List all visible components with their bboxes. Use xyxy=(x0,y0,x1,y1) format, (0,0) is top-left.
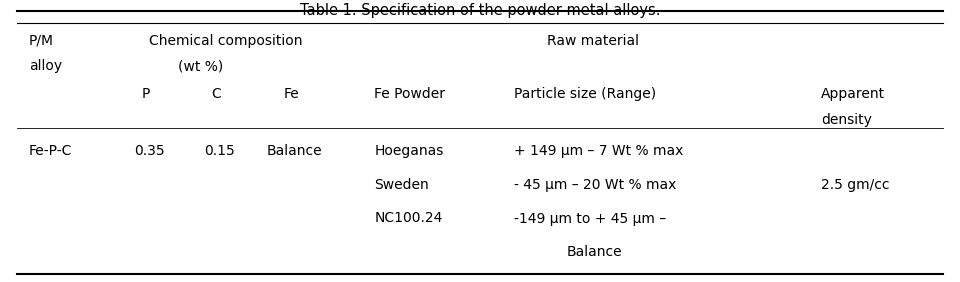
Text: Fe-P-C: Fe-P-C xyxy=(29,144,72,158)
Text: 0.15: 0.15 xyxy=(204,144,235,158)
Text: alloy: alloy xyxy=(29,59,62,73)
Text: 0.35: 0.35 xyxy=(134,144,165,158)
Text: Hoeganas: Hoeganas xyxy=(374,144,444,158)
Text: - 45 μm – 20 Wt % max: - 45 μm – 20 Wt % max xyxy=(514,178,676,192)
Text: Fe: Fe xyxy=(283,87,299,102)
Text: Table 1. Specification of the powder metal alloys.: Table 1. Specification of the powder met… xyxy=(300,3,660,18)
Text: Sweden: Sweden xyxy=(374,178,429,192)
Text: Particle size (Range): Particle size (Range) xyxy=(514,87,656,102)
Text: density: density xyxy=(821,113,872,127)
Text: 2.5 gm/cc: 2.5 gm/cc xyxy=(821,178,889,192)
Text: Chemical composition: Chemical composition xyxy=(149,34,302,48)
Text: P/M: P/M xyxy=(29,34,54,48)
Text: Apparent: Apparent xyxy=(821,87,885,102)
Text: + 149 μm – 7 Wt % max: + 149 μm – 7 Wt % max xyxy=(514,144,683,158)
Text: P: P xyxy=(142,87,151,102)
Text: C: C xyxy=(211,87,221,102)
Text: Balance: Balance xyxy=(267,144,323,158)
Text: Fe Powder: Fe Powder xyxy=(374,87,445,102)
Text: Balance: Balance xyxy=(566,245,622,259)
Text: NC100.24: NC100.24 xyxy=(374,212,443,226)
Text: (wt %): (wt %) xyxy=(178,59,223,73)
Text: Raw material: Raw material xyxy=(547,34,639,48)
Text: -149 μm to + 45 μm –: -149 μm to + 45 μm – xyxy=(514,212,665,226)
